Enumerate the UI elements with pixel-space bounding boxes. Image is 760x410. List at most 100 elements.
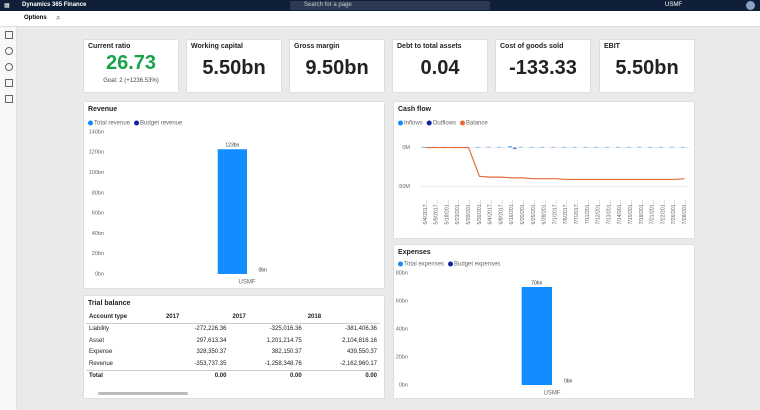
table-cell: 297,613.34 (196, 337, 227, 344)
kpi-value: 5.50bn (202, 57, 266, 79)
line (425, 146, 685, 181)
chart-title: Revenue (88, 106, 117, 113)
table-cell: 0.00 (229, 369, 305, 382)
options-button[interactable]: Options (24, 15, 47, 21)
column-header[interactable]: 2018 (304, 311, 380, 324)
x-tick-label: 5/23/201... (455, 200, 461, 225)
value-label: 123bn (225, 143, 239, 149)
company[interactable]: USMF (665, 2, 682, 8)
bar (583, 146, 588, 148)
table-cell: 439,550.37 (346, 349, 377, 356)
x-tick-label: USMF (239, 280, 256, 286)
legend-label[interactable]: Budget revenue (140, 121, 183, 127)
table-cell: -2,162,960.17 (339, 360, 377, 367)
x-tick-label: 7/22/201... (660, 200, 666, 225)
x-tick-label: 7/12/201... (596, 200, 602, 225)
table-row: Revenue -353,737.35 -1,258,348.76 -2,162,96… (86, 358, 380, 370)
home-icon[interactable] (5, 31, 13, 39)
x-tick-label: 7/26/201... (671, 200, 677, 225)
legend-marker (398, 261, 403, 267)
legend-label[interactable]: Balance (466, 121, 488, 127)
y-tick-label: 0bn (95, 271, 104, 277)
menu-icon[interactable]: ▦ (4, 3, 10, 9)
kpi-card[interactable]: Working capital 5.50bn (187, 40, 281, 92)
x-tick-label: 5/9/2017... (434, 200, 440, 225)
trial-balance-card: Trial balance Account type 2017 2017 2018 Li… (84, 296, 384, 398)
legend-label[interactable]: Total revenue (94, 121, 131, 127)
chart-title: Expenses (398, 249, 431, 256)
table-row: Liability -272,226.36 -325,016.36 -381,406.… (86, 323, 380, 335)
column-header[interactable]: 2017 (229, 311, 305, 324)
kpi-goal: Goal: 2 (+1236.53%) (103, 78, 159, 84)
kpi-card[interactable]: Gross margin 9.50bn (290, 40, 384, 92)
column-header[interactable]: Account type (86, 311, 163, 324)
legend-marker (460, 120, 466, 126)
value-label: 0bn (564, 378, 573, 384)
y-tick-label: 140bn (89, 129, 104, 135)
table-cell: Revenue (89, 360, 114, 367)
kpi-card[interactable]: EBIT 5.50bn (600, 40, 694, 92)
table-cell: -1,258,348.76 (264, 360, 302, 367)
kpi-title: EBIT (604, 43, 620, 50)
recent-icon[interactable] (5, 63, 13, 71)
x-tick-label: USMF (544, 391, 561, 397)
modules-icon[interactable] (5, 95, 13, 103)
bar (616, 146, 620, 148)
x-tick-label: 7/11/201... (585, 200, 591, 224)
y-tick-label: 120bn (89, 150, 104, 156)
scrollbar[interactable] (98, 392, 188, 395)
avatar[interactable] (746, 1, 755, 10)
legend-label[interactable]: Outflows (433, 121, 456, 127)
y-tick-label: 20bn (396, 354, 408, 360)
kpi-value: -133.33 (509, 57, 577, 79)
bar (529, 146, 534, 148)
table-title: Trial balance (88, 300, 131, 307)
table-cell: 328,350.37 (196, 349, 227, 356)
legend-marker (448, 261, 454, 267)
table-cell: 382,150.37 (271, 349, 302, 356)
toolbar: Options ⌕ (0, 11, 760, 27)
x-tick-label: 6/16/201... (509, 200, 515, 225)
legend-label[interactable]: Budget expenses (454, 262, 500, 268)
kpi-card[interactable]: Debt to total assets 0.04 (393, 40, 487, 92)
workspaces-icon[interactable] (5, 79, 13, 87)
x-tick-label: 5/29/201... (466, 200, 472, 225)
legend-marker (398, 120, 403, 126)
x-tick-label: 7/14/201... (617, 200, 623, 225)
search-icon[interactable]: ⌕ (56, 13, 61, 22)
column-header[interactable]: 2017 (162, 311, 230, 324)
x-tick-label: 5/4/2017... (423, 200, 429, 225)
chart: Cash flow Inflows Outflows Balance -50M 0M 5/4… (397, 106, 690, 225)
x-tick-label: 6/4/2017... (488, 200, 494, 225)
legend-label[interactable]: Inflows (404, 121, 423, 127)
bar (518, 146, 523, 148)
kpi-value: 0.04 (420, 57, 460, 79)
x-tick-label: 6/28/201... (542, 200, 548, 225)
bar (680, 146, 685, 148)
kpi-title: Cost of goods sold (500, 43, 564, 50)
legend-marker (426, 120, 432, 126)
revenue-card: Revenue Total revenue Budget revenue 0bn 20b… (84, 102, 384, 288)
search-box[interactable]: Search for a page (290, 1, 490, 10)
table-row: Expense 328,350.37 382,150.37 439,550.37 (86, 347, 380, 359)
x-tick-label: 7/15/201... (628, 200, 634, 225)
table-cell: -381,406.36 (344, 326, 377, 333)
chart: Expenses Total expenses Budget expenses 0bn… (396, 249, 573, 397)
chart: Revenue Total revenue Budget revenue 0bn 20b… (88, 106, 267, 286)
bar (637, 146, 642, 148)
x-tick-label: 7/6/2017... (563, 200, 569, 225)
legend-label[interactable]: Total expenses (404, 262, 444, 268)
kpi-card[interactable]: Current ratio 26.73 Goal: 2 (+1236.53%) (84, 40, 178, 92)
value-label: 70bn (531, 280, 542, 286)
kpi-title: Current ratio (88, 43, 131, 50)
bar (540, 146, 545, 148)
y-tick-label: 80bn (92, 190, 104, 196)
kpi-card[interactable]: Cost of goods sold -133.33 (496, 40, 590, 92)
x-tick-label: 6/8/2017... (498, 200, 504, 225)
favorites-icon[interactable] (5, 47, 13, 55)
y-tick-label: 80bn (396, 270, 408, 276)
x-tick-label: 5/30/201... (477, 200, 483, 225)
bar (562, 146, 566, 148)
bar (217, 149, 247, 274)
table-cell: Total (86, 369, 163, 382)
